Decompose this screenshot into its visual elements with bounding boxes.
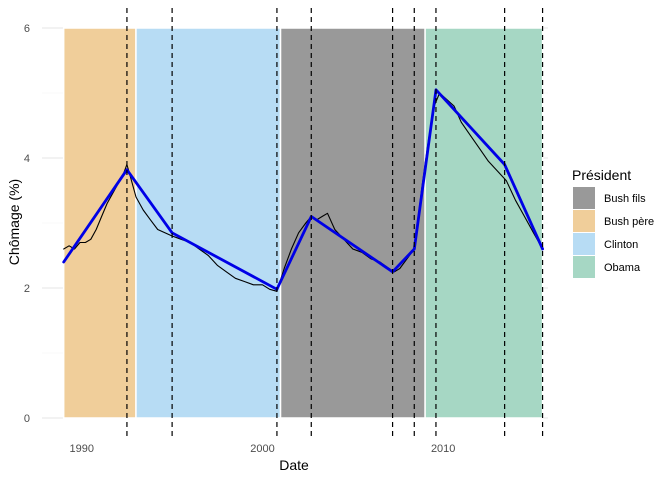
y-tick-labels: 0 2 4 6 xyxy=(24,23,30,425)
y-tick-label: 0 xyxy=(24,413,30,425)
series-fit-line xyxy=(62,88,544,291)
presidency-band xyxy=(424,27,544,419)
x-tick-label: 1990 xyxy=(70,443,94,455)
legend-swatch xyxy=(573,233,595,255)
presidency-band xyxy=(279,27,426,419)
legend-label: Bush fils xyxy=(604,193,646,205)
x-tick-labels: 1990 2000 2010 xyxy=(70,443,456,455)
legend-title: Président xyxy=(572,167,631,183)
legend-label: Obama xyxy=(604,262,641,274)
presidency-bands xyxy=(62,27,544,419)
legend-label: Clinton xyxy=(604,239,638,251)
y-tick-label: 4 xyxy=(24,153,30,165)
legend-swatch xyxy=(573,210,595,232)
series-lines xyxy=(62,88,544,292)
legend-swatch xyxy=(573,256,595,278)
x-tick-label: 2010 xyxy=(431,443,455,455)
y-axis-title: Chômage (%) xyxy=(6,179,22,265)
legend: Président Bush fils Bush père Clinton Obama xyxy=(572,167,654,278)
legend-items: Bush fils Bush père Clinton Obama xyxy=(573,187,654,278)
presidency-band xyxy=(62,27,137,419)
y-tick-label: 2 xyxy=(24,283,30,295)
y-tick-label: 6 xyxy=(24,23,30,35)
x-axis-title: Date xyxy=(279,457,309,473)
x-tick-label: 2000 xyxy=(250,443,274,455)
legend-swatch xyxy=(573,187,595,209)
presidency-band xyxy=(135,27,282,419)
legend-label: Bush père xyxy=(604,216,654,228)
